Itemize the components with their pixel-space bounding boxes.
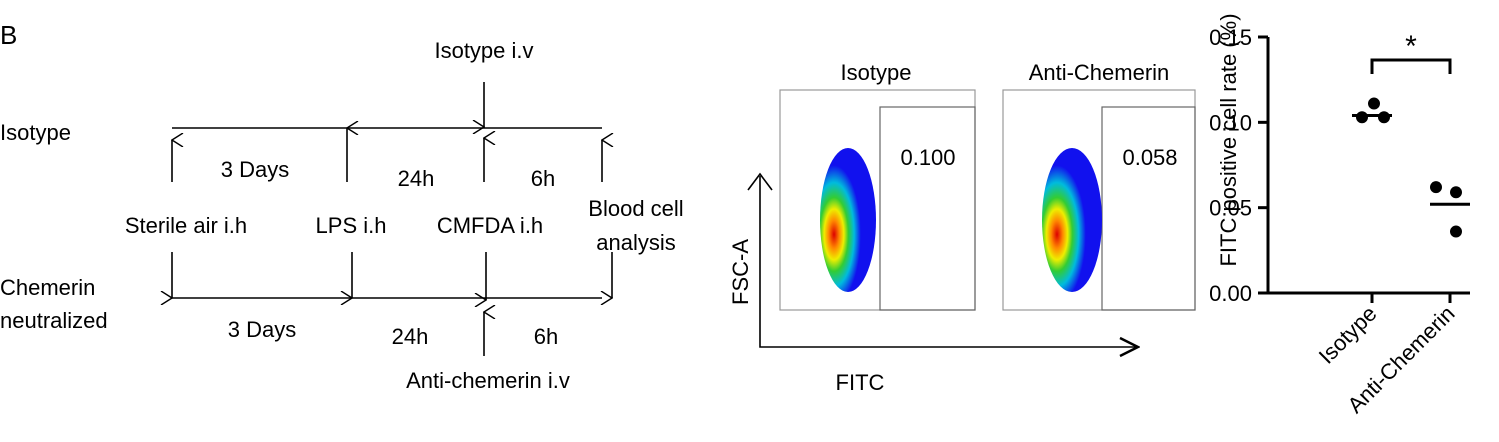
data-point [1450, 186, 1462, 199]
injection-label: Isotype i.v [434, 38, 533, 63]
step: Sterile air i.h [125, 213, 247, 238]
y-tick-label: 0.05 [1209, 196, 1252, 221]
data-point [1368, 97, 1380, 110]
y-tick-label: 0.15 [1209, 25, 1252, 50]
panel-label: B [0, 20, 17, 50]
interval: 3 Days [228, 317, 296, 342]
flow-title: Isotype [841, 60, 912, 85]
gate-value: 0.100 [900, 145, 955, 170]
flow-plots [747, 89, 1196, 347]
timeline [172, 82, 612, 356]
step: Blood cell [588, 196, 683, 221]
significance: * [1405, 30, 1417, 63]
step: CMFDA i.h [437, 213, 543, 238]
interval: 24h [398, 166, 435, 191]
row-label: neutralized [0, 308, 108, 333]
x-tick-label: Isotype [1314, 301, 1382, 369]
data-point [1356, 111, 1368, 124]
data-point [1450, 225, 1462, 238]
y-tick-label: 0.00 [1209, 281, 1252, 306]
gate-value: 0.058 [1122, 145, 1177, 170]
interval: 24h [392, 324, 429, 349]
interval: 3 Days [221, 157, 289, 182]
significance-bracket [1370, 58, 1452, 74]
y-tick-label: 0.10 [1209, 110, 1252, 135]
flow-y-label: FSC-A [728, 239, 753, 305]
interval: 6h [531, 166, 555, 191]
flow-x-label: FITC [836, 370, 885, 395]
row-label: Isotype [0, 120, 71, 145]
data-point [1430, 181, 1442, 194]
step: LPS i.h [316, 213, 387, 238]
data-point [1378, 111, 1390, 124]
row-label: Chemerin [0, 275, 95, 300]
y-axis-label: FITC positive cell rate (%) [1216, 13, 1241, 266]
flow-title: Anti-Chemerin [1029, 60, 1170, 85]
interval: 6h [534, 324, 558, 349]
injection-label: Anti-chemerin i.v [406, 368, 570, 393]
step: analysis [596, 230, 675, 255]
